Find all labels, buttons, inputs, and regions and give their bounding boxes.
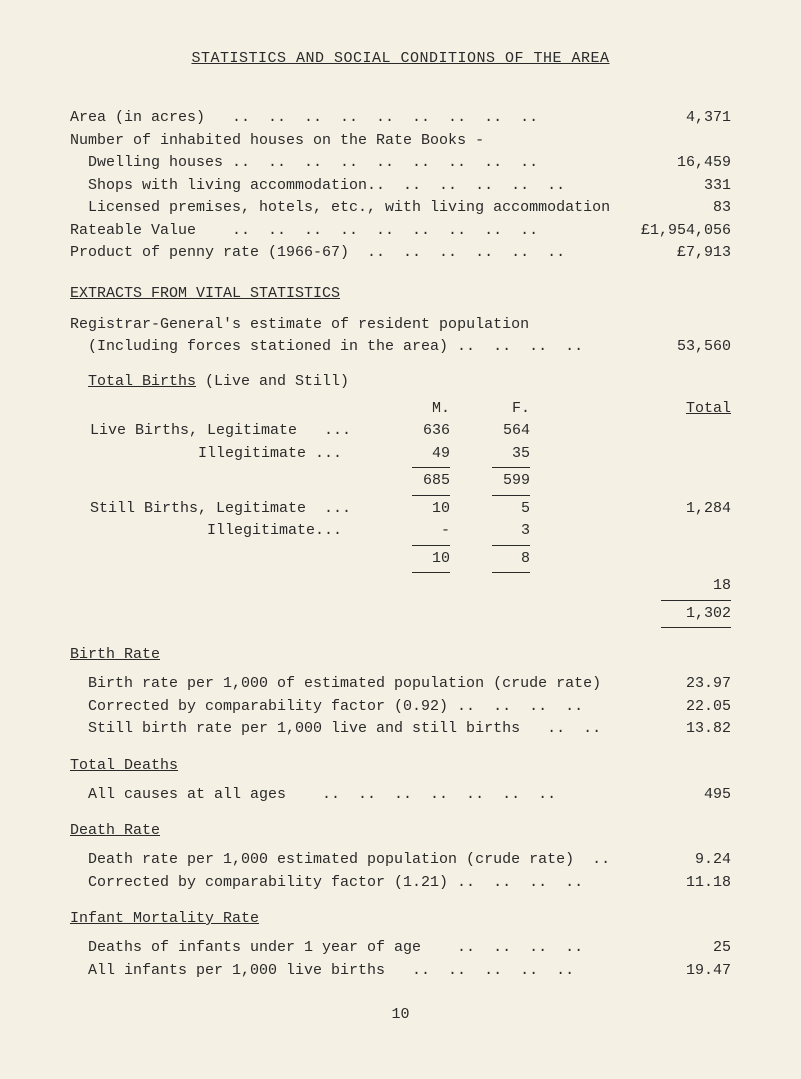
section-heading-births: Total Births — [88, 373, 196, 390]
stat-label: Rateable Value .. .. .. .. .. .. .. .. .… — [70, 220, 538, 243]
stat-label: Corrected by comparability factor (0.92)… — [88, 696, 583, 719]
stat-label: Number of inhabited houses on the Rate B… — [70, 130, 731, 153]
cell: 10 — [380, 548, 450, 571]
stat-row: Birth rate per 1,000 of estimated popula… — [70, 673, 731, 696]
cell: 685 — [380, 470, 450, 493]
table-row: Illegitimate... - 3 — [90, 520, 731, 543]
section-heading-imr: Infant Mortality Rate — [70, 910, 259, 927]
stat-value: 13.82 — [621, 718, 731, 741]
stat-value: 23.97 — [621, 673, 731, 696]
stat-row: Area (in acres) .. .. .. .. .. .. .. .. … — [70, 107, 731, 130]
stat-label: Death rate per 1,000 estimated populatio… — [88, 849, 610, 872]
cell: 636 — [380, 420, 450, 443]
stat-row: All infants per 1,000 live births .. .. … — [70, 960, 731, 983]
stat-row: Deaths of infants under 1 year of age ..… — [70, 937, 731, 960]
cell: 49 — [380, 443, 450, 466]
table-header-row: M. F. Total — [90, 398, 731, 421]
total-cell: 18 — [530, 575, 731, 598]
total-cell: 1,302 — [530, 603, 731, 626]
col-header-f: F. — [450, 398, 530, 421]
row-label: Still Births, Legitimate ... — [90, 498, 380, 521]
cell: 564 — [450, 420, 530, 443]
row-label: Illegitimate... — [90, 520, 380, 543]
births-heading-line: Total Births (Live and Still) — [70, 373, 731, 390]
stat-label: Birth rate per 1,000 of estimated popula… — [88, 673, 601, 696]
subtotal-row: 685 599 — [90, 470, 731, 493]
stat-row: Shops with living accommodation.. .. .. … — [70, 175, 731, 198]
col-header-total: Total — [530, 398, 731, 421]
stat-row: Product of penny rate (1966-67) .. .. ..… — [70, 242, 731, 265]
stat-value: £7,913 — [621, 242, 731, 265]
total-cell: 1,284 — [530, 498, 731, 521]
row-label: Illegitimate ... — [90, 443, 380, 466]
stat-row: Dwelling houses .. .. .. .. .. .. .. .. … — [70, 152, 731, 175]
stat-label: Still birth rate per 1,000 live and stil… — [88, 718, 601, 741]
stat-label: All causes at all ages .. .. .. .. .. ..… — [88, 784, 556, 807]
stat-value: 83 — [621, 197, 731, 220]
stat-label: Deaths of infants under 1 year of age ..… — [88, 937, 583, 960]
section-heading-deathrate: Death Rate — [70, 822, 160, 839]
section-heading-extracts: EXTRACTS FROM VITAL STATISTICS — [70, 285, 731, 302]
stat-label: All infants per 1,000 live births .. .. … — [88, 960, 574, 983]
subtotal-row: 10 8 — [90, 548, 731, 571]
stat-value: 16,459 — [621, 152, 731, 175]
stat-value: 495 — [621, 784, 731, 807]
stat-row: Corrected by comparability factor (1.21)… — [70, 872, 731, 895]
col-header-m: M. — [380, 398, 450, 421]
stat-row: Rateable Value .. .. .. .. .. .. .. .. .… — [70, 220, 731, 243]
stat-value: 22.05 — [621, 696, 731, 719]
stat-label: Corrected by comparability factor (1.21)… — [88, 872, 583, 895]
stat-value: 25 — [621, 937, 731, 960]
stat-label: Shops with living accommodation.. .. .. … — [88, 175, 565, 198]
stat-value: 4,371 — [621, 107, 731, 130]
stat-value: 331 — [621, 175, 731, 198]
births-table: M. F. Total Live Births, Legitimate ... … — [90, 398, 731, 631]
stat-row: Still birth rate per 1,000 live and stil… — [70, 718, 731, 741]
cell: 35 — [450, 443, 530, 466]
cell: 3 — [450, 520, 530, 543]
stat-row: Corrected by comparability factor (0.92)… — [70, 696, 731, 719]
stat-row: Licensed premises, hotels, etc., with li… — [70, 197, 731, 220]
heading-suffix: (Live and Still) — [196, 373, 349, 390]
stat-value: 19.47 — [621, 960, 731, 983]
stat-label: Area (in acres) .. .. .. .. .. .. .. .. … — [70, 107, 538, 130]
page-number: 10 — [70, 1006, 731, 1023]
stat-label: Product of penny rate (1966-67) .. .. ..… — [70, 242, 565, 265]
text-line: Registrar-General's estimate of resident… — [70, 314, 731, 337]
row-label: Live Births, Legitimate ... — [90, 420, 380, 443]
cell: 8 — [450, 548, 530, 571]
cell: - — [380, 520, 450, 543]
stat-label: (Including forces stationed in the area)… — [88, 336, 583, 359]
cell: 5 — [450, 498, 530, 521]
total-row: 18 — [90, 575, 731, 598]
cell: 10 — [380, 498, 450, 521]
stat-row: (Including forces stationed in the area)… — [70, 336, 731, 359]
table-row: Still Births, Legitimate ... 10 5 1,284 — [90, 498, 731, 521]
document-page: STATISTICS AND SOCIAL CONDITIONS OF THE … — [0, 0, 801, 1053]
area-stats-block: Area (in acres) .. .. .. .. .. .. .. .. … — [70, 107, 731, 265]
stat-row: All causes at all ages .. .. .. .. .. ..… — [70, 784, 731, 807]
stat-value: 9.24 — [621, 849, 731, 872]
section-heading-deaths: Total Deaths — [70, 757, 178, 774]
page-title: STATISTICS AND SOCIAL CONDITIONS OF THE … — [70, 50, 731, 67]
stat-row: Death rate per 1,000 estimated populatio… — [70, 849, 731, 872]
stat-value: 53,560 — [621, 336, 731, 359]
stat-value: £1,954,056 — [621, 220, 731, 243]
stat-label: Dwelling houses .. .. .. .. .. .. .. .. … — [88, 152, 538, 175]
cell: 599 — [450, 470, 530, 493]
stat-label: Licensed premises, hotels, etc., with li… — [88, 197, 610, 220]
table-row: Illegitimate ... 49 35 — [90, 443, 731, 466]
grand-total-row: 1,302 — [90, 603, 731, 626]
stat-value: 11.18 — [621, 872, 731, 895]
rule-row — [90, 625, 731, 630]
section-heading-birthrate: Birth Rate — [70, 646, 160, 663]
table-row: Live Births, Legitimate ... 636 564 — [90, 420, 731, 443]
